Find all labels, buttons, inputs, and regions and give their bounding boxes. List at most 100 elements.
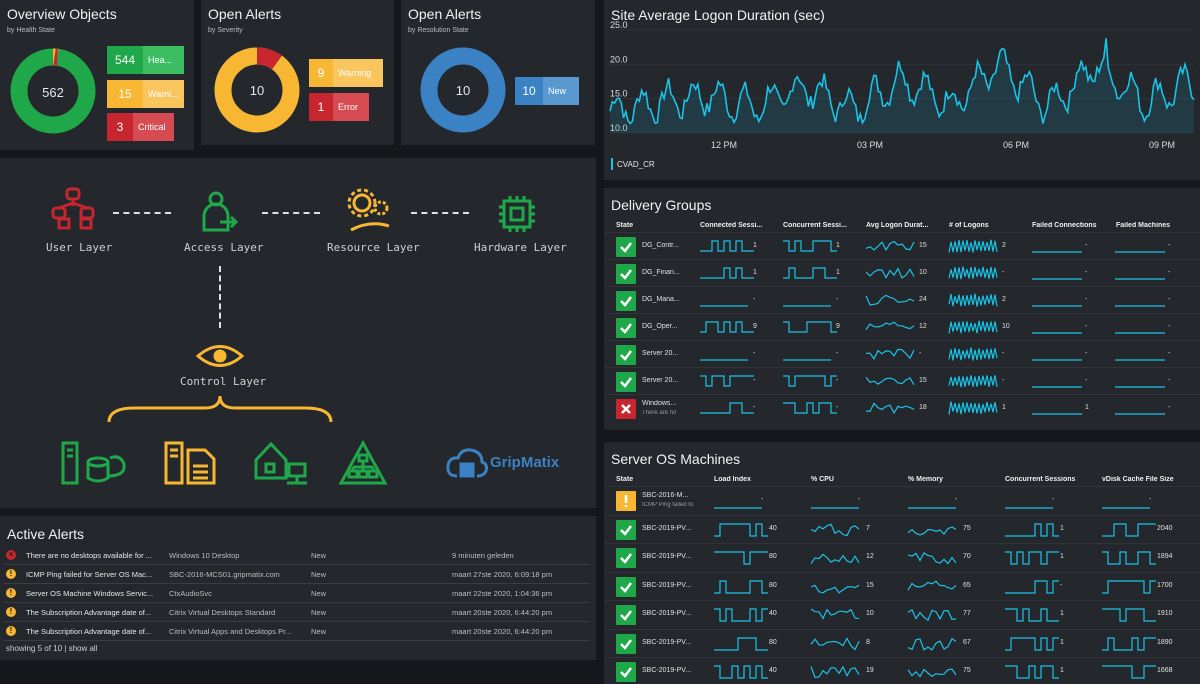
table-row[interactable]: SBC-2019-PV... 80 12 70 1 1894	[604, 543, 1200, 571]
sparkline[interactable]	[1005, 664, 1059, 680]
column-header[interactable]: % Memory	[908, 476, 944, 483]
gears-icon[interactable]	[345, 186, 395, 236]
sparkline[interactable]	[783, 239, 837, 253]
sparkline[interactable]	[1115, 401, 1165, 415]
sparkline[interactable]	[907, 664, 957, 680]
sparkline[interactable]	[1005, 522, 1059, 538]
sparkline[interactable]	[1005, 493, 1053, 509]
sparkline[interactable]	[714, 607, 768, 623]
sparkline[interactable]	[1102, 579, 1156, 595]
eye-icon[interactable]	[196, 343, 244, 369]
network-warning-icon[interactable]	[338, 440, 388, 486]
column-header[interactable]: % CPU	[811, 476, 834, 483]
sparkline[interactable]	[810, 607, 860, 623]
alerts-footer[interactable]: showing 5 of 10 | show all	[6, 644, 98, 653]
table-row[interactable]: SBC-2019-PV... 40 10 77 1 1910	[604, 600, 1200, 628]
sparkline[interactable]	[714, 522, 768, 538]
alert-row[interactable]: ! The Subscription Advantage date of... Ci…	[4, 622, 590, 641]
resolution-donut-chart[interactable]	[420, 47, 506, 133]
sparkline[interactable]	[1005, 579, 1059, 595]
column-header[interactable]: Load Index	[714, 476, 751, 483]
table-row[interactable]: Server 20... - - 15 - - -	[604, 367, 1200, 394]
column-header[interactable]: State	[616, 222, 634, 229]
sparkline[interactable]	[1032, 239, 1082, 253]
home-network-icon[interactable]	[253, 438, 309, 486]
sparkline[interactable]	[865, 239, 915, 253]
sparkline[interactable]	[865, 320, 915, 334]
sparkline[interactable]	[810, 636, 860, 652]
column-header[interactable]: Avg Logon Durat...	[866, 222, 929, 229]
sparkline[interactable]	[1115, 320, 1165, 334]
table-row[interactable]: SBC-2019-PV... 40 7 75 1 2040	[604, 514, 1200, 543]
sparkline[interactable]	[1102, 607, 1156, 623]
sparkline[interactable]	[810, 579, 860, 595]
sparkline[interactable]	[810, 550, 860, 566]
sparkline[interactable]	[1115, 347, 1165, 361]
sparkline[interactable]	[1005, 636, 1059, 652]
sparkline[interactable]	[908, 493, 956, 509]
sparkline[interactable]	[714, 664, 768, 680]
sparkline[interactable]	[865, 374, 915, 388]
sparkline[interactable]	[783, 320, 837, 334]
user-layer-icon[interactable]	[50, 186, 98, 230]
series-line-cvad-cr[interactable]	[609, 38, 1195, 125]
sparkline[interactable]	[1032, 401, 1082, 415]
sparkline[interactable]	[700, 347, 748, 361]
sparkline[interactable]	[1115, 374, 1165, 388]
sparkline[interactable]	[1005, 607, 1059, 623]
column-header[interactable]: Connected Sessi...	[700, 222, 763, 229]
sparkline[interactable]	[783, 266, 837, 280]
alert-row[interactable]: ! ICMP Ping failed for Server OS Mac... SB…	[4, 565, 590, 584]
alert-row[interactable]: ! Server OS Machine Windows Servic... CtxA…	[4, 584, 590, 603]
sparkline[interactable]	[783, 374, 837, 388]
alert-row[interactable]: ! The Subscription Advantage date of... Ci…	[4, 603, 590, 622]
column-header[interactable]: State	[616, 476, 634, 483]
chip-icon[interactable]	[497, 194, 537, 234]
sparkline[interactable]	[700, 239, 754, 253]
sparkline[interactable]	[1005, 550, 1059, 566]
table-row[interactable]: DG_Finan... 1 1 10 - - -	[604, 259, 1200, 286]
logon-duration-chart[interactable]: 25.0 20.0 15.0 10.0 12 PM 03 PM 06 PM 09 PM	[604, 20, 1200, 155]
server-document-icon[interactable]	[163, 440, 217, 486]
table-row[interactable]: Server 20... - - - - - -	[604, 340, 1200, 367]
sparkline[interactable]	[1102, 636, 1156, 652]
sparkline[interactable]	[1115, 239, 1165, 253]
sparkline[interactable]	[1032, 266, 1082, 280]
sparkline[interactable]	[1115, 293, 1165, 307]
sparkline[interactable]	[700, 374, 754, 388]
sev-error-tile[interactable]: 1 Error	[309, 93, 369, 121]
healthy-tile[interactable]: 544 Hea...	[107, 46, 184, 74]
sev-warning-tile[interactable]: 9 Warning	[309, 59, 383, 87]
sparkline[interactable]	[865, 347, 915, 361]
sparkline[interactable]	[948, 347, 998, 361]
sparkline[interactable]	[907, 522, 957, 538]
sparkline[interactable]	[783, 347, 831, 361]
table-row[interactable]: SBC-2019-PV... 80 15 65 - 1700	[604, 571, 1200, 600]
column-header[interactable]: Concurrent Sessions	[1005, 476, 1076, 483]
sparkline[interactable]	[714, 636, 768, 652]
sparkline[interactable]	[700, 293, 748, 307]
sparkline[interactable]	[1032, 320, 1082, 334]
sparkline[interactable]	[714, 579, 768, 595]
sparkline[interactable]	[865, 401, 915, 415]
sparkline[interactable]	[1102, 664, 1156, 680]
sparkline[interactable]	[700, 401, 754, 415]
table-row[interactable]: DG_Oper... 9 9 12 10 - -	[604, 313, 1200, 340]
column-header[interactable]: Failed Machines	[1116, 222, 1171, 229]
sparkline[interactable]	[907, 579, 957, 595]
warning-tile[interactable]: 15 Warni...	[107, 80, 184, 108]
sparkline[interactable]	[700, 320, 754, 334]
sparkline[interactable]	[1102, 522, 1156, 538]
column-header[interactable]: Concurrent Sessi...	[783, 222, 847, 229]
severity-donut-chart[interactable]	[214, 47, 300, 133]
server-cloud-icon[interactable]	[60, 440, 130, 486]
table-row[interactable]: DG_Contr... 1 1 15 2 - -	[604, 232, 1200, 259]
sparkline[interactable]	[907, 550, 957, 566]
critical-tile[interactable]: 3 Critical	[107, 113, 174, 141]
sparkline[interactable]	[948, 266, 998, 280]
sparkline[interactable]	[948, 374, 998, 388]
sparkline[interactable]	[948, 401, 998, 415]
column-header[interactable]: Failed Connections	[1032, 222, 1097, 229]
sparkline[interactable]	[783, 401, 837, 415]
sparkline[interactable]	[948, 293, 998, 307]
